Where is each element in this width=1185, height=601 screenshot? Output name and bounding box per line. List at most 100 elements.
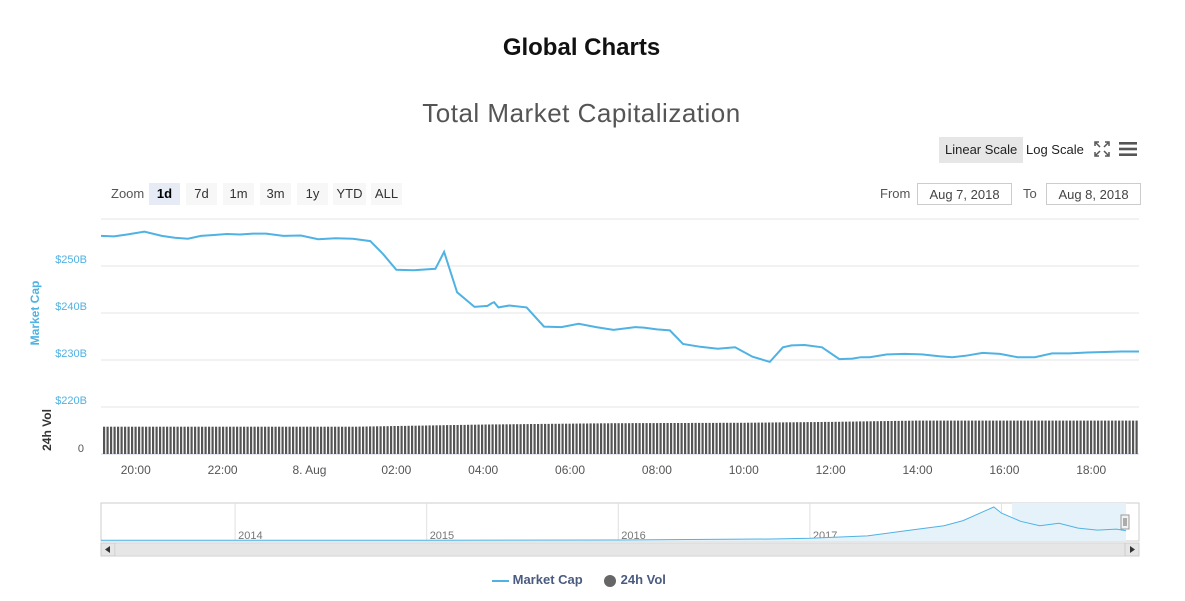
volume-bar <box>551 423 554 454</box>
menu-icon[interactable] <box>1119 141 1139 157</box>
x-tick-label: 04:00 <box>468 463 498 477</box>
volume-bar <box>964 420 967 454</box>
volume-bar <box>579 423 582 454</box>
volume-bar <box>897 420 900 454</box>
volume-bar <box>299 426 302 454</box>
volume-bar <box>680 423 683 454</box>
volume-bar <box>540 423 543 454</box>
volume-bar <box>803 422 806 454</box>
volume-bar <box>474 424 477 454</box>
volume-bar <box>547 423 550 454</box>
volume-bar <box>257 426 260 454</box>
volume-bar <box>978 420 981 454</box>
volume-bar <box>369 426 372 454</box>
y-axis-ticks: $220B $230B $240B $250B <box>55 254 87 407</box>
volume-bar <box>509 424 512 454</box>
volume-bar <box>656 423 659 454</box>
volume-bar <box>134 426 137 454</box>
log-scale-button[interactable]: Log Scale <box>1026 142 1084 157</box>
volume-bar <box>218 426 221 454</box>
zoom-1d-button[interactable]: 1d <box>149 183 180 205</box>
volume-bar <box>915 420 918 454</box>
volume-bar <box>904 420 907 454</box>
volume-bar <box>1132 420 1135 454</box>
volume-bar <box>1069 420 1072 454</box>
volume-bar <box>519 424 522 454</box>
volume-bar <box>411 425 414 454</box>
volume-bar <box>642 423 645 454</box>
volume-bar <box>880 421 883 454</box>
volume-bar <box>631 423 634 454</box>
volume-bar <box>953 420 956 454</box>
volume-bar <box>817 422 820 454</box>
volume-bar <box>960 420 963 454</box>
volume-bar <box>1006 420 1009 454</box>
volume-bar <box>1114 420 1117 454</box>
to-date-input[interactable] <box>1046 183 1141 205</box>
volume-bar <box>446 425 449 454</box>
volume-bar <box>971 420 974 454</box>
volume-bar <box>229 426 232 454</box>
volume-bar <box>1118 420 1121 454</box>
x-tick-label: 18:00 <box>1076 463 1106 477</box>
volume-bar <box>264 426 267 454</box>
volume-bar <box>750 422 753 454</box>
volume-bar <box>799 422 802 454</box>
volume-bar <box>390 426 393 454</box>
volume-bar <box>866 421 869 454</box>
volume-bar <box>582 423 585 454</box>
volume-bar <box>778 422 781 454</box>
volume-bar <box>911 420 914 454</box>
volume-bar <box>418 425 421 454</box>
zoom-1m-button[interactable]: 1m <box>223 183 254 205</box>
volume-bar <box>603 423 606 454</box>
volume-bar <box>232 426 235 454</box>
volume-bar <box>306 426 309 454</box>
navigator-scrollbar <box>100 542 1140 557</box>
volume-bar <box>281 426 284 454</box>
from-date-input[interactable] <box>917 183 1012 205</box>
navigator-frame <box>100 502 1140 542</box>
volume-bar <box>617 423 620 454</box>
volume-bar <box>638 423 641 454</box>
volume-bar <box>362 426 365 454</box>
volume-bar <box>428 425 431 454</box>
volume-bar <box>568 423 571 454</box>
volume-bar <box>820 422 823 454</box>
volume-bar <box>397 426 400 454</box>
volume-bar <box>729 422 732 454</box>
volume-bar <box>908 420 911 454</box>
volume-bar <box>575 423 578 454</box>
zoom-3m-button[interactable]: 3m <box>260 183 291 205</box>
volume-bar <box>180 426 183 454</box>
zoom-all-button[interactable]: ALL <box>371 183 402 205</box>
legend-market-cap[interactable]: Market Cap <box>492 572 583 587</box>
fullscreen-icon[interactable] <box>1094 141 1110 157</box>
zoom-1y-button[interactable]: 1y <box>297 183 328 205</box>
volume-bar <box>1020 420 1023 454</box>
zoom-ytd-button[interactable]: YTD <box>333 183 366 205</box>
volume-bar <box>967 420 970 454</box>
volume-bar <box>862 421 865 454</box>
volume-bar <box>929 420 932 454</box>
volume-bar <box>649 423 652 454</box>
volume-bar <box>131 426 134 454</box>
volume-bar <box>932 420 935 454</box>
volume-bar <box>722 422 725 454</box>
volume-bar <box>124 426 127 454</box>
volume-bar <box>453 425 456 454</box>
linear-scale-button[interactable]: Linear Scale <box>939 137 1024 163</box>
volume-bar <box>225 426 228 454</box>
volume-bar <box>918 420 921 454</box>
volume-bar <box>292 426 295 454</box>
volume-bar <box>691 422 694 454</box>
volume-bar <box>344 426 347 454</box>
volume-bar <box>117 426 120 454</box>
volume-bar <box>659 423 662 454</box>
volume-bar <box>666 423 669 454</box>
y-tick-label: $240B <box>55 301 87 313</box>
navigator-area <box>101 507 1126 541</box>
zoom-7d-button[interactable]: 7d <box>186 183 217 205</box>
legend-volume[interactable]: 24h Vol <box>603 572 666 588</box>
volume-bar <box>1055 420 1058 454</box>
